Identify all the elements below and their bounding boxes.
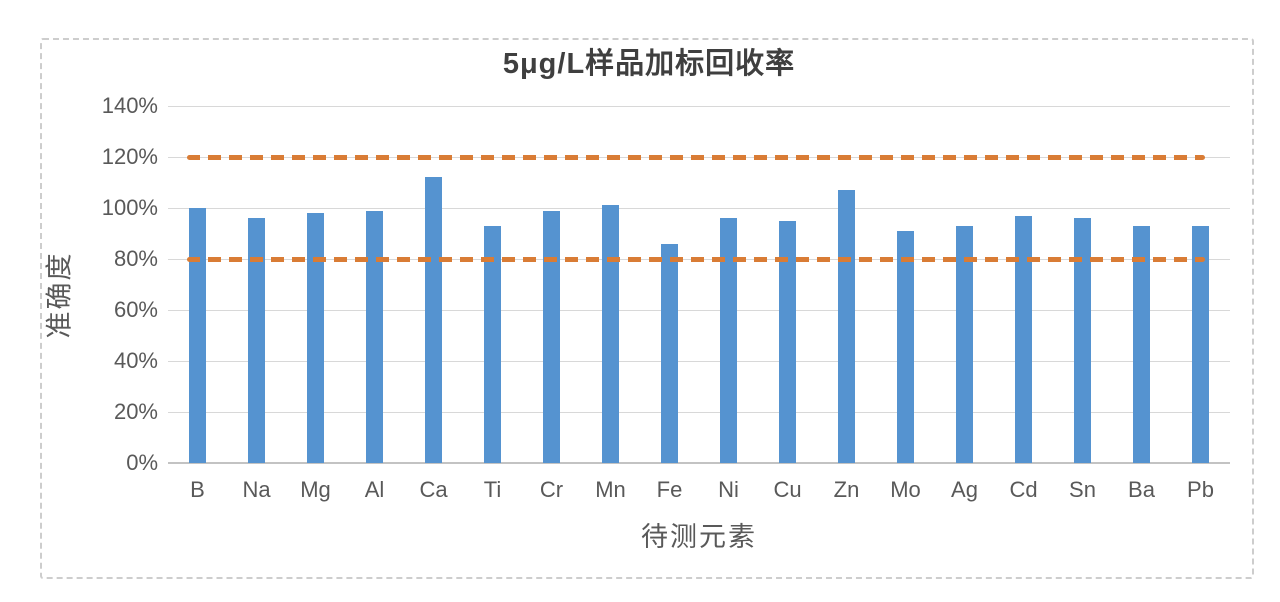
- x-tick-label-Na: Na: [242, 477, 271, 502]
- y-tick-label-80pct: 80%: [113, 246, 158, 271]
- upper-limit-line: [187, 154, 1205, 160]
- gridline-100: [168, 208, 1230, 209]
- y-tick-label-140pct: 140%: [101, 93, 158, 118]
- x-tick-label-Cd: Cd: [1009, 477, 1038, 502]
- y-tick-label-40pct: 40%: [113, 348, 158, 373]
- gridline-40: [168, 361, 1230, 362]
- bar-Mo: [897, 230, 914, 463]
- bar-Cu: [779, 220, 796, 463]
- x-tick-label-Mn: Mn: [595, 477, 626, 502]
- x-axis-title: 待测元素: [641, 522, 757, 552]
- bar-Na: [248, 218, 265, 463]
- x-tick-label-Ba: Ba: [1128, 477, 1155, 502]
- y-tick-label-0pct: 0%: [126, 450, 158, 475]
- x-tick-label-Al: Al: [364, 477, 385, 502]
- bar-Mg: [307, 213, 324, 463]
- bar-Al: [366, 210, 383, 463]
- x-tick-label-Ca: Ca: [419, 477, 448, 502]
- x-tick-label-Sn: Sn: [1069, 477, 1096, 502]
- dashed-border-frame: [40, 38, 1254, 579]
- y-tick-label-20pct: 20%: [113, 399, 158, 424]
- x-tick-label-Cu: Cu: [773, 477, 802, 502]
- x-tick-label-Fe: Fe: [656, 477, 683, 502]
- bar-Mn: [602, 205, 619, 463]
- plot-area: [168, 106, 1230, 464]
- lower-limit-line: [187, 256, 1205, 262]
- chart-title: 5μg/L样品加标回收率: [502, 48, 796, 80]
- x-tick-label-Ti: Ti: [483, 477, 502, 502]
- bar-Ni: [720, 218, 737, 463]
- bar-Cr: [543, 210, 560, 463]
- x-tick-label-B: B: [190, 477, 205, 502]
- x-tick-label-Mo: Mo: [890, 477, 921, 502]
- gridline-140: [168, 106, 1230, 107]
- bar-Ag: [956, 225, 973, 463]
- x-tick-label-Zn: Zn: [833, 477, 860, 502]
- x-tick-label-Cr: Cr: [539, 477, 564, 502]
- gridline-20: [168, 412, 1230, 413]
- bar-Fe: [661, 243, 678, 463]
- bar-Ti: [484, 225, 501, 463]
- bar-Ca: [425, 177, 442, 463]
- x-tick-label-Mg: Mg: [300, 477, 331, 502]
- gridline-60: [168, 310, 1230, 311]
- x-tick-label-Ni: Ni: [718, 477, 739, 502]
- y-tick-label-120pct: 120%: [101, 144, 158, 169]
- x-tick-label-Pb: Pb: [1187, 477, 1214, 502]
- x-tick-label-Ag: Ag: [951, 477, 978, 502]
- y-tick-label-60pct: 60%: [113, 297, 158, 322]
- bar-Cd: [1015, 215, 1032, 463]
- bar-Pb: [1192, 225, 1209, 463]
- bar-Zn: [838, 190, 855, 463]
- x-axis-line: [168, 462, 1230, 464]
- bar-Sn: [1074, 218, 1091, 463]
- y-tick-label-100pct: 100%: [101, 195, 158, 220]
- bar-B: [189, 208, 206, 463]
- bar-Ba: [1133, 225, 1150, 463]
